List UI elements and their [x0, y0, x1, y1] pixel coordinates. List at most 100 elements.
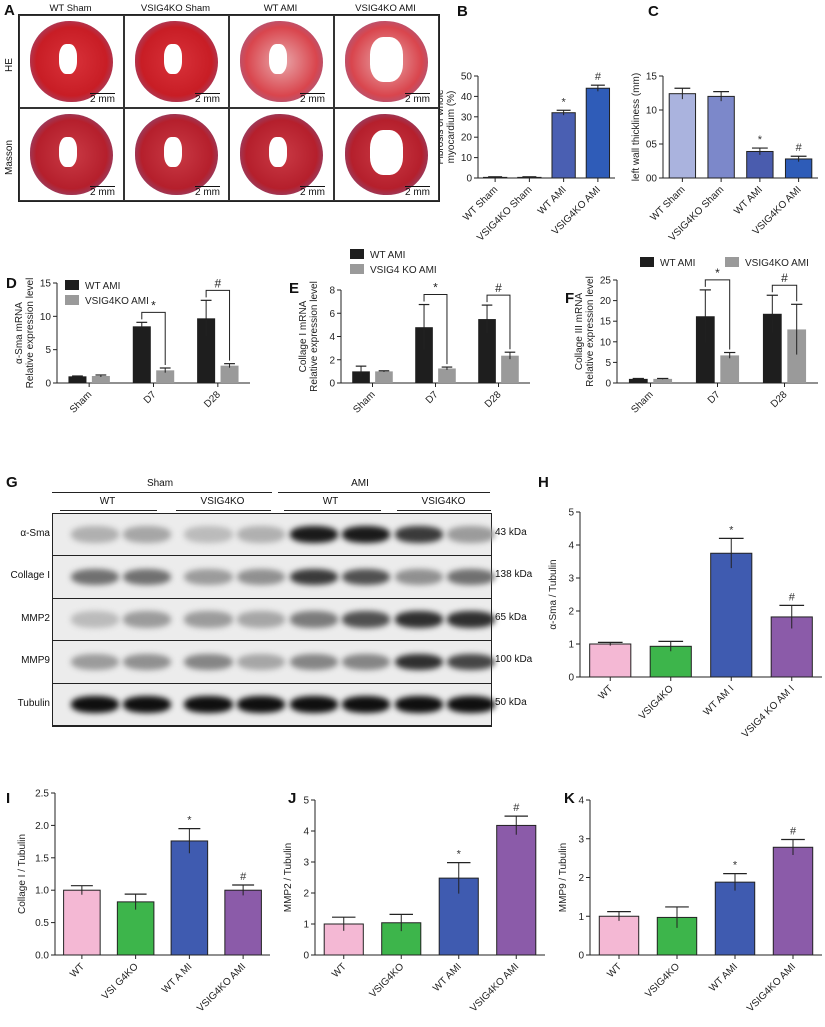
- y-tick-label: 5: [45, 345, 51, 356]
- col-header-vsig4ko-sham: VSIG4KO Sham: [140, 3, 211, 14]
- y-tick-label: 2.0: [35, 821, 49, 832]
- ventricle-cavity: [269, 43, 288, 75]
- y-axis-label: Collage I / Tubulin: [17, 834, 28, 914]
- x-tick-label: D7: [142, 389, 159, 406]
- y-tick-label: 10: [40, 312, 52, 323]
- heart-section: [30, 21, 113, 102]
- x-tick-label: WT A MI: [160, 961, 194, 995]
- scale-bar: 2 mm: [90, 93, 115, 105]
- y-axis-label: left wall thickliness (mm): [631, 73, 642, 181]
- blot-group-line: [52, 492, 272, 493]
- blot-band: [289, 611, 338, 628]
- ventricle-cavity: [59, 136, 78, 168]
- x-tick-label: D28: [202, 389, 223, 410]
- blot-band: [342, 568, 391, 586]
- x-tick-label: Sham: [629, 389, 655, 415]
- blot-band: [70, 653, 119, 671]
- significance-bracket: [771, 284, 798, 302]
- scale-bar: 2 mm: [405, 93, 430, 105]
- y-tick-label: 0: [303, 951, 309, 962]
- significance-mark: #: [495, 281, 502, 295]
- heart-section: [345, 114, 428, 195]
- y-tick-label: 3: [303, 858, 309, 869]
- histology-image: 2 mm: [229, 15, 334, 108]
- y-tick-label: 5: [303, 796, 309, 807]
- y-tick-label: 30: [461, 112, 473, 123]
- bar-ko: [720, 355, 740, 383]
- blot-band: [123, 695, 172, 713]
- legend-label: WT AMI: [85, 281, 120, 292]
- y-axis-label: myocardium (%): [446, 91, 457, 164]
- bar-wt: [762, 313, 782, 383]
- y-tick-label: 50: [461, 72, 473, 83]
- panel-label-f: F: [565, 290, 575, 307]
- blot-band: [394, 611, 443, 628]
- legend-swatch: [350, 264, 364, 274]
- bar: [707, 95, 735, 179]
- blot-band: [184, 611, 233, 628]
- x-tick-label: VSIG4KO: [643, 961, 682, 1000]
- significance-mark: *: [151, 298, 156, 312]
- x-tick-label: VSI G4KO: [100, 961, 141, 1002]
- blot-group-sham: Sham: [146, 478, 174, 489]
- y-tick-label: 4: [329, 332, 335, 343]
- bar-ko: [91, 376, 110, 383]
- blot-band: [342, 653, 391, 671]
- y-tick-label: 20: [461, 133, 473, 144]
- y-tick-label: 2: [568, 607, 574, 618]
- y-tick-label: 15: [600, 317, 612, 328]
- significance-mark: #: [595, 71, 602, 83]
- blot-kda-label: 138 kDa: [495, 569, 533, 581]
- bar-wt: [478, 319, 496, 383]
- bar-wt: [352, 371, 370, 383]
- blot-band: [184, 568, 233, 586]
- blot-kda-label: 65 kDa: [495, 611, 527, 623]
- blot-band: [184, 695, 233, 713]
- panel-label-b: B: [457, 3, 468, 20]
- scale-bar: 2 mm: [300, 93, 325, 105]
- blot-subgroup-line: [60, 510, 157, 511]
- blot-subgroup: VSIG4KO: [421, 496, 466, 507]
- bar: [551, 112, 576, 179]
- y-axis-label: Fibrosis of whole: [435, 89, 446, 164]
- y-axis-label: Relative expression level: [25, 278, 36, 389]
- x-tick-label: WT AMI: [431, 961, 464, 994]
- y-tick-label: 00: [646, 174, 658, 185]
- x-tick-label: D7: [424, 389, 441, 406]
- y-tick-label: 10: [600, 337, 612, 348]
- y-tick-label: 15: [40, 279, 52, 290]
- panel-label-c: C: [648, 3, 659, 20]
- significance-bracket: [423, 294, 448, 365]
- blot-band: [394, 568, 443, 586]
- legend-label: VSIG4KO AMI: [745, 258, 809, 269]
- significance-mark: #: [790, 826, 797, 838]
- panel-label-d: D: [6, 275, 17, 292]
- blot-band: [447, 653, 496, 671]
- scale-bar: 2 mm: [300, 186, 325, 198]
- scale-bar: 2 mm: [195, 93, 220, 105]
- y-tick-label: 0.0: [35, 951, 49, 962]
- x-tick-label: D28: [769, 389, 790, 410]
- histology-grid: 2 mm 2 mm 2 mm 2 mm 2 mm 2 mm 2 mm 2 mm: [18, 14, 440, 202]
- x-tick-label: WT AM I: [702, 683, 737, 718]
- panel-label-i: I: [6, 790, 11, 807]
- y-tick-label: 4: [578, 796, 584, 807]
- col-header-wt-sham: WT Sham: [49, 3, 92, 14]
- histology-image: 2 mm: [334, 108, 439, 201]
- col-header-wt-ami: WT AMI: [263, 3, 298, 14]
- bar-wt: [68, 376, 87, 383]
- bar-ko: [156, 370, 175, 383]
- heart-section: [30, 114, 113, 195]
- legend-swatch: [65, 280, 79, 290]
- blot-subgroup: VSIG4KO: [200, 496, 245, 507]
- legend-swatch: [725, 257, 739, 267]
- y-axis-label: α-Sma / Tubulin: [548, 559, 559, 629]
- significance-mark: *: [187, 815, 192, 827]
- legend-label: VSIG4 KO AMI: [370, 265, 437, 276]
- histology-image: 2 mm: [229, 108, 334, 201]
- y-tick-label: 0: [466, 174, 472, 185]
- y-tick-label: 10: [461, 153, 473, 164]
- y-tick-label: 4: [303, 827, 309, 838]
- ventricle-cavity: [164, 43, 183, 75]
